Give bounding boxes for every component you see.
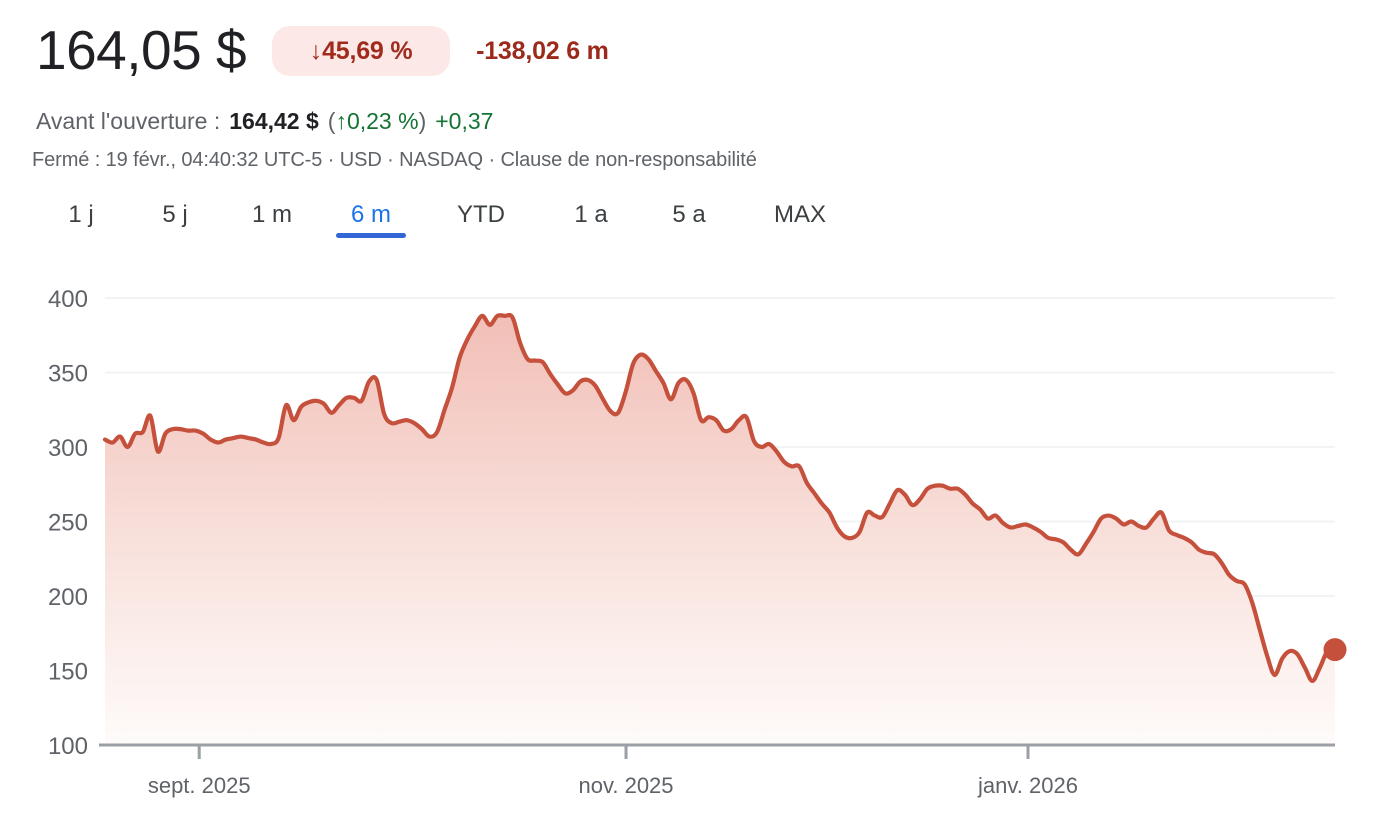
price-header-row: 164,05 $ ↓45,69 % -138,02 6 m <box>36 14 609 86</box>
chart-line <box>102 312 1338 684</box>
range-tab-ytd[interactable]: YTD <box>434 196 528 240</box>
y-tick-label: 200 <box>48 584 88 611</box>
last-price-marker <box>1323 638 1347 662</box>
quote-meta-text: Fermé : 19 févr., 04:40:32 UTC-5 · USD ·… <box>32 149 757 171</box>
range-tab-label: 5 a <box>672 201 706 228</box>
range-tab-label: 5 j <box>162 201 188 228</box>
price-chart-svg[interactable]: 100 150 200 250 300 350 400 sept. 2025 nov. 202… <box>0 262 1382 822</box>
x-tick-label: nov. 2025 <box>579 773 674 798</box>
chart-x-axis-labels: sept. 2025 nov. 2025 janv. 2026 <box>148 773 1078 798</box>
premarket-absolute: +0,37 <box>435 108 494 134</box>
range-tab-1j[interactable]: 1 j <box>48 196 114 240</box>
price-chart[interactable]: 100 150 200 250 300 350 400 sept. 2025 nov. 202… <box>0 262 1382 822</box>
range-tab-1a[interactable]: 1 a <box>556 196 626 240</box>
x-tick-label: sept. 2025 <box>148 773 251 798</box>
x-tick-label: janv. 2026 <box>977 773 1078 798</box>
range-tab-max[interactable]: MAX <box>752 196 848 240</box>
y-tick-label: 100 <box>48 733 88 760</box>
range-tab-6m[interactable]: 6 m <box>336 196 406 240</box>
range-tab-bar: 1 j 5 j 1 m 6 m YTD 1 a 5 a MAX <box>48 196 848 244</box>
premarket-price: 164,42 $ <box>229 108 319 134</box>
change-percent-badge: ↓45,69 % <box>272 26 451 76</box>
chart-y-axis-labels: 100 150 200 250 300 350 400 <box>48 286 88 760</box>
range-tab-label: 1 a <box>574 201 608 228</box>
range-tab-label: 1 m <box>251 201 292 228</box>
paren-open: ( <box>327 108 336 134</box>
premarket-row: Avant l'ouverture : 164,42 $ (↑0,23 %) +… <box>36 105 493 137</box>
range-tab-1m[interactable]: 1 m <box>236 196 308 240</box>
chart-x-ticks <box>197 745 1030 759</box>
y-tick-label: 150 <box>48 659 88 686</box>
change-percent-text: ↓45,69 % <box>309 36 413 65</box>
range-tab-label: YTD <box>457 201 505 228</box>
range-tab-5a[interactable]: 5 a <box>654 196 724 240</box>
quote-meta-line: Fermé : 19 févr., 04:40:32 UTC-5 · USD ·… <box>32 146 757 174</box>
premarket-label: Avant l'ouverture : <box>36 108 221 134</box>
active-tab-underline <box>336 233 406 238</box>
paren-close: ) <box>418 108 427 134</box>
chart-area-fill <box>105 314 1335 745</box>
premarket-percent-group: (↑0,23 %) <box>328 105 426 137</box>
range-tab-label: MAX <box>773 201 826 228</box>
range-tab-5j[interactable]: 5 j <box>142 196 208 240</box>
change-absolute-text: -138,02 6 m <box>476 37 609 65</box>
range-tab-label: 1 j <box>68 201 94 228</box>
range-tab-label: 6 m <box>350 201 391 228</box>
premarket-percent: ↑0,23 % <box>335 108 419 134</box>
y-tick-label: 300 <box>48 435 88 462</box>
current-price: 164,05 $ <box>36 19 247 81</box>
y-tick-label: 250 <box>48 510 88 537</box>
y-tick-label: 350 <box>48 361 88 388</box>
y-tick-label: 400 <box>48 286 88 313</box>
